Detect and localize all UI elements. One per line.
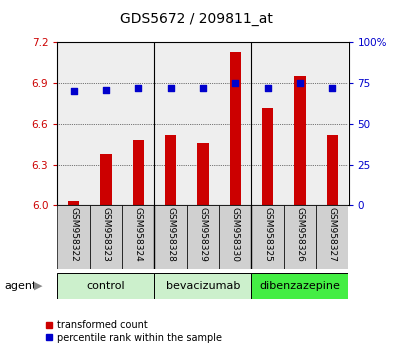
Text: GSM958329: GSM958329 [198,207,207,262]
Text: control: control [86,281,125,291]
Bar [229,52,240,205]
Bar [315,205,348,269]
Bar [251,273,348,299]
Bar [164,135,176,205]
Bar [100,154,111,205]
Bar [197,143,208,205]
Text: GSM958325: GSM958325 [263,207,272,262]
Point [264,85,270,91]
Bar [122,205,154,269]
Bar [251,205,283,269]
Text: GDS5672 / 209811_at: GDS5672 / 209811_at [120,12,272,27]
Bar [294,76,305,205]
Bar [122,42,154,205]
Bar [283,42,315,205]
Point [102,87,109,92]
Bar [90,42,122,205]
Text: ▶: ▶ [34,281,42,291]
Text: GSM958327: GSM958327 [327,207,336,262]
Text: dibenzazepine: dibenzazepine [259,281,339,291]
Text: GSM958324: GSM958324 [133,207,142,262]
Bar [218,42,251,205]
Bar [90,205,122,269]
Bar [68,201,79,205]
Bar [187,42,218,205]
Bar [57,42,90,205]
Text: GSM958322: GSM958322 [69,207,78,262]
Bar [154,205,187,269]
Bar [283,205,315,269]
Bar [154,273,251,299]
Text: GSM958326: GSM958326 [295,207,304,262]
Point [231,80,238,86]
Bar [187,205,218,269]
Text: GSM958330: GSM958330 [230,207,239,262]
Bar [218,205,251,269]
Bar [261,108,273,205]
Text: bevacizumab: bevacizumab [165,281,240,291]
Point [70,88,76,94]
Bar [57,273,154,299]
Point [296,80,303,86]
Point [167,85,173,91]
Point [328,85,335,91]
Point [135,85,141,91]
Bar [251,42,283,205]
Text: agent: agent [4,281,36,291]
Point [199,85,206,91]
Text: GSM958323: GSM958323 [101,207,110,262]
Text: GSM958328: GSM958328 [166,207,175,262]
Bar [154,42,187,205]
Bar [132,140,144,205]
Bar [57,205,90,269]
Legend: transformed count, percentile rank within the sample: transformed count, percentile rank withi… [46,320,221,343]
Bar [326,135,337,205]
Bar [315,42,348,205]
